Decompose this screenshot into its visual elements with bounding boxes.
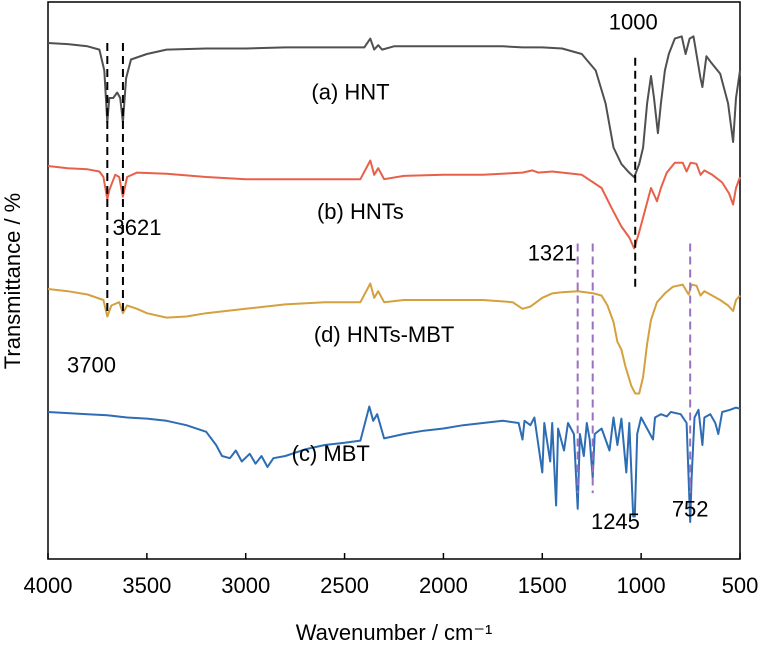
x-tick-label-5: 1500 bbox=[518, 573, 567, 598]
annotation-label-1: 3621 bbox=[112, 215, 161, 240]
y-axis-title: Transmittance / % bbox=[0, 193, 25, 369]
x-tick-label-2: 3000 bbox=[221, 573, 270, 598]
x-tick-label-0: 4000 bbox=[24, 573, 73, 598]
series-label-1: (b) HNTs bbox=[317, 199, 404, 224]
x-tick-label-4: 2000 bbox=[419, 573, 468, 598]
x-tick-label-6: 1000 bbox=[617, 573, 666, 598]
annotation-label-5: 752 bbox=[672, 497, 709, 522]
x-axis-ticks: 4000 3500 3000 2500 2000 1500 1000 500 bbox=[24, 553, 759, 598]
annotation-label-4: 1245 bbox=[591, 509, 640, 534]
annotation-layer: 3700 3621 1000 1321 1245 752 bbox=[67, 9, 709, 533]
series-line-0 bbox=[47, 35, 741, 179]
x-tick-label-1: 3500 bbox=[122, 573, 171, 598]
series-line-3 bbox=[47, 405, 741, 523]
series-label-0: (a) HNT bbox=[311, 80, 389, 105]
annotation-label-2: 1000 bbox=[609, 9, 658, 34]
x-axis-title: Wavenumber / cm⁻¹ bbox=[296, 620, 493, 645]
annotation-label-3: 1321 bbox=[528, 241, 577, 266]
plot-frame bbox=[47, 1, 741, 560]
series-label-3: (c) MBT bbox=[292, 441, 370, 466]
series-labels: (a) HNT (b) HNTs (d) HNTs-MBT (c) MBT bbox=[292, 80, 455, 467]
series-line-2 bbox=[47, 282, 741, 395]
annotation-label-0: 3700 bbox=[67, 353, 116, 378]
series-label-2: (d) HNTs-MBT bbox=[314, 322, 455, 347]
x-tick-label-7: 500 bbox=[722, 573, 759, 598]
x-tick-label-3: 2500 bbox=[320, 573, 369, 598]
